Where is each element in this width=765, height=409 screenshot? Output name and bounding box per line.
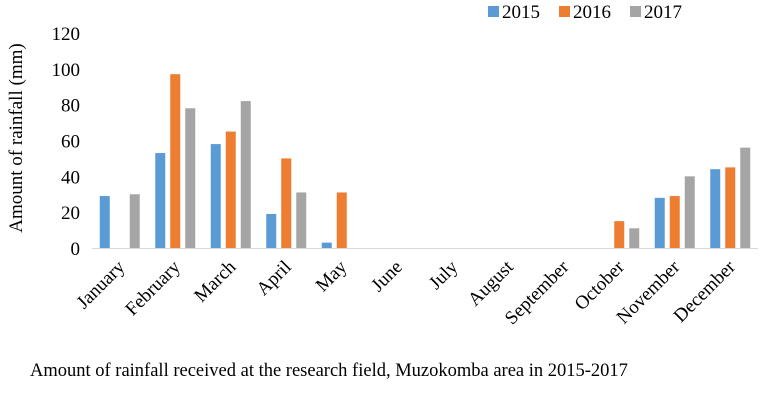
y-tick-label-20: 20	[61, 203, 80, 224]
legend-label-2016: 2016	[573, 2, 611, 23]
bar-2015-january	[99, 196, 110, 248]
bar-2015-march	[210, 144, 221, 248]
bar-2015-may	[321, 242, 332, 248]
x-tick-label-august: August	[464, 256, 518, 310]
bar-2015-december	[710, 169, 721, 248]
x-tick-label-february: February	[121, 256, 185, 320]
bar-2015-november	[654, 197, 665, 248]
bar-2016-december	[725, 167, 736, 248]
y-axis-title-group: Amount of rainfall (mm)	[6, 43, 27, 232]
legend: 2015 2016 2017	[488, 2, 682, 23]
y-tick-label-40: 40	[61, 167, 80, 188]
bar-2017-december	[740, 147, 751, 248]
bar-2017-october	[629, 228, 640, 248]
legend-label-2015: 2015	[502, 2, 540, 23]
x-tick-label-july: July	[425, 256, 463, 294]
bar-2017-january	[129, 194, 140, 248]
y-tick-label-0: 0	[71, 239, 81, 260]
x-tick-label-june: June	[367, 257, 406, 296]
bar-2016-may	[336, 192, 347, 248]
bar-2015-april	[266, 213, 277, 248]
bars-layer	[99, 74, 751, 248]
x-tick-label-may: May	[312, 256, 352, 296]
bar-2017-november	[684, 176, 695, 248]
legend-swatch-2015	[488, 6, 499, 17]
rainfall-bar-chart: Amount of rainfall (mm) 020406080100120 …	[6, 2, 758, 329]
bar-2015-february	[155, 153, 166, 248]
bar-2017-march	[240, 101, 251, 248]
bar-2017-april	[296, 192, 307, 248]
bar-2016-november	[669, 196, 680, 248]
x-tick-label-april: April	[253, 257, 296, 300]
x-tick-label-march: March	[190, 256, 240, 306]
y-tick-label-120: 120	[52, 24, 81, 45]
legend-label-2017: 2017	[644, 2, 682, 23]
bar-2017-february	[185, 108, 196, 248]
y-tick-label-60: 60	[61, 132, 80, 153]
bar-2016-october	[614, 221, 625, 248]
legend-swatch-2017	[630, 6, 641, 17]
y-tick-label-80: 80	[61, 96, 80, 117]
legend-swatch-2016	[559, 6, 570, 17]
bar-2016-march	[225, 131, 236, 248]
figure-caption: Amount of rainfall received at the resea…	[30, 361, 628, 381]
bar-2016-february	[170, 74, 181, 248]
y-tick-label-100: 100	[52, 60, 81, 81]
y-tick-labels: 0 20 40 60 80 100 120	[52, 24, 81, 260]
x-tick-label-december: December	[670, 256, 741, 327]
bar-2016-april	[281, 158, 292, 248]
y-axis-title: Amount of rainfall (mm)	[6, 43, 27, 232]
